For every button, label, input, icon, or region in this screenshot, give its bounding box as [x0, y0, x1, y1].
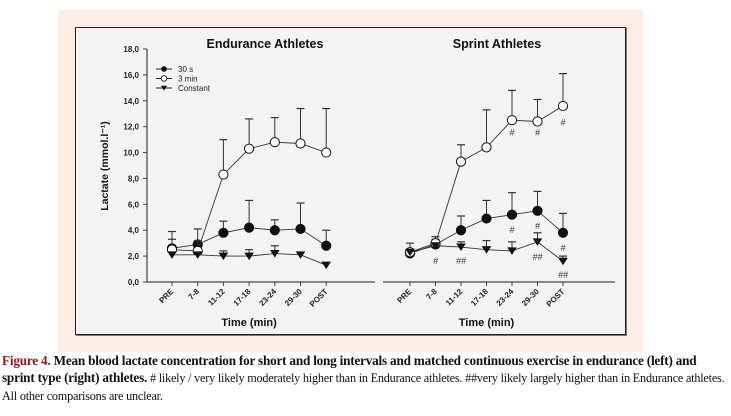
- y-axis-label: Lactate (mmol.l⁻¹): [99, 121, 111, 211]
- y-tick-label: 10,0: [123, 149, 139, 158]
- x-tick-label: POST: [545, 287, 567, 309]
- triangle-marker: [192, 251, 203, 259]
- panel-title: Sprint Athletes: [453, 37, 541, 51]
- open-circle-marker: [321, 147, 332, 158]
- filled-circle-marker: [244, 222, 255, 233]
- open-circle-marker: [532, 116, 543, 127]
- caption-label: Figure 4.: [2, 353, 51, 368]
- series-3-min: [166, 107, 332, 257]
- y-tick-label: 6,0: [128, 200, 140, 209]
- filled-circle-marker: [455, 225, 467, 236]
- series-constant: [405, 232, 568, 266]
- y-tick-label: 2,0: [128, 252, 140, 261]
- significance-mark: #: [560, 117, 566, 127]
- triangle-marker: [295, 251, 306, 259]
- open-circle-marker: [295, 138, 306, 149]
- series-constant: [167, 245, 331, 270]
- significance-mark: ##: [558, 270, 569, 280]
- x-axis-label: Time (min): [459, 317, 515, 329]
- series-30-s: [166, 199, 332, 254]
- x-tick-label: 23-24: [257, 287, 278, 308]
- y-tick-label: 8,0: [128, 174, 140, 183]
- x-axis-label: Time (min): [221, 317, 277, 329]
- triangle-marker: [532, 238, 543, 246]
- triangle-marker: [405, 248, 415, 257]
- significance-mark: #: [509, 128, 515, 138]
- legend-label: 3 min: [178, 75, 198, 84]
- triangle-marker: [167, 251, 177, 259]
- filled-circle-marker: [269, 225, 280, 236]
- y-tick-label: 4,0: [128, 226, 140, 235]
- significance-mark: ##: [532, 252, 543, 262]
- open-circle-marker: [557, 100, 569, 112]
- open-circle-marker: [244, 143, 255, 154]
- open-circle-marker: [218, 169, 229, 180]
- filled-circle-marker: [557, 227, 569, 238]
- x-tick-label: 11-12: [206, 287, 227, 308]
- caption-notes: # likely / very likely moderately higher…: [2, 371, 725, 403]
- x-tick-label: 29-30: [283, 287, 304, 308]
- x-tick-label: 17-18: [232, 287, 253, 308]
- significance-mark: ##: [456, 256, 467, 266]
- x-tick-label: PRE: [157, 287, 175, 305]
- x-tick-label: 7-8: [187, 287, 202, 302]
- legend-label: Constant: [178, 84, 211, 93]
- triangle-marker: [244, 252, 254, 261]
- significance-mark: #: [433, 256, 439, 266]
- x-tick-label: 7-8: [424, 287, 439, 302]
- series-3-min: [404, 72, 569, 258]
- triangle-marker: [558, 257, 568, 266]
- triangle-marker: [218, 252, 229, 261]
- legend-filled-circle-marker: [161, 66, 167, 72]
- filled-circle-marker: [295, 223, 306, 235]
- caption-bold-text: Mean blood lactate concentration for sho…: [2, 353, 697, 385]
- significance-mark: #: [535, 221, 541, 231]
- figure-caption: Figure 4. Mean blood lactate concentrati…: [2, 352, 727, 405]
- x-tick-label: POST: [308, 287, 330, 309]
- series-line: [171, 141, 327, 252]
- significance-mark: #: [509, 225, 515, 235]
- significance-mark: #: [535, 128, 541, 138]
- x-tick-label: PRE: [395, 287, 413, 305]
- filled-circle-marker: [321, 240, 332, 251]
- filled-circle-marker: [481, 213, 492, 224]
- triangle-marker: [481, 246, 492, 254]
- significance-mark: #: [560, 243, 566, 253]
- filled-circle-marker: [532, 205, 543, 216]
- y-tick-label: 16,0: [123, 71, 139, 80]
- open-circle-marker: [269, 137, 280, 148]
- y-tick-label: 18,0: [123, 45, 139, 54]
- triangle-marker: [430, 242, 441, 250]
- triangle-marker: [270, 250, 280, 258]
- y-tick-label: 12,0: [123, 123, 139, 132]
- panel-title: Endurance Athletes: [207, 37, 324, 51]
- x-tick-label: 11-12: [444, 287, 465, 308]
- legend-open-circle-marker: [160, 75, 168, 82]
- panel-sprint: Sprint Athletes PRE 7-8 11-12 17-18 23-24 29-3…: [383, 37, 615, 329]
- x-tick-label: 29-30: [520, 287, 541, 308]
- x-tick-label: 17-18: [469, 287, 490, 308]
- y-tick-label: 0,0: [128, 278, 140, 287]
- filled-circle-marker: [218, 227, 229, 238]
- legend-triangle-marker: [161, 85, 167, 91]
- triangle-marker: [456, 243, 466, 252]
- filled-circle-marker: [506, 209, 518, 220]
- open-circle-marker: [506, 115, 518, 126]
- open-circle-marker: [455, 156, 467, 167]
- legend-label: 30 s: [178, 65, 193, 74]
- triangle-marker: [321, 261, 331, 270]
- y-tick-label: 14,0: [123, 97, 139, 106]
- open-circle-marker: [481, 142, 492, 153]
- x-tick-label: 23-24: [495, 287, 516, 308]
- triangle-marker: [507, 247, 517, 255]
